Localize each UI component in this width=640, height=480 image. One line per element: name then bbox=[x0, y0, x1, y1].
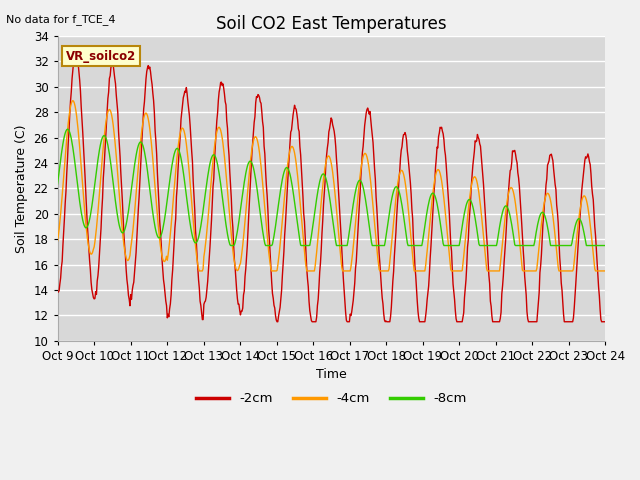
Title: Soil CO2 East Temperatures: Soil CO2 East Temperatures bbox=[216, 15, 447, 33]
Legend: -2cm, -4cm, -8cm: -2cm, -4cm, -8cm bbox=[191, 387, 472, 410]
Text: No data for f_TCE_4: No data for f_TCE_4 bbox=[6, 14, 116, 25]
Text: VR_soilco2: VR_soilco2 bbox=[66, 49, 136, 63]
X-axis label: Time: Time bbox=[316, 368, 347, 382]
Y-axis label: Soil Temperature (C): Soil Temperature (C) bbox=[15, 124, 28, 252]
